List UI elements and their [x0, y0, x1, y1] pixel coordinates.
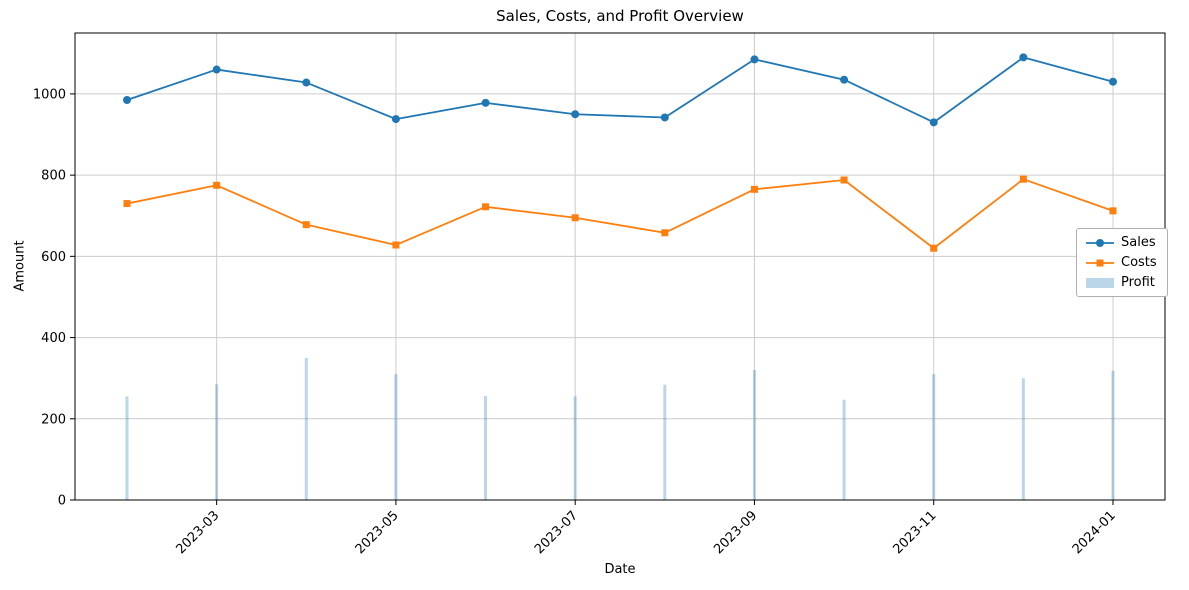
- marker-costs: [840, 176, 848, 184]
- chart-title: Sales, Costs, and Profit Overview: [496, 7, 744, 25]
- marker-sales: [123, 96, 131, 105]
- y-axis-label: Amount: [12, 240, 28, 292]
- legend-label: Costs: [1121, 255, 1157, 270]
- bar-profit: [1111, 370, 1115, 500]
- axes-frame: [74, 32, 1166, 501]
- y-tick-label: 600: [41, 250, 66, 265]
- bar-profit: [932, 374, 936, 500]
- marker-costs: [571, 214, 579, 222]
- marker-costs: [302, 221, 310, 229]
- marker-costs: [392, 241, 400, 249]
- x-tick-label: 2024-01: [1070, 508, 1119, 557]
- marker-sales: [571, 110, 580, 119]
- x-tick-label: 2023-05: [353, 508, 402, 557]
- legend-item-sales: Sales: [1085, 235, 1157, 250]
- marker-costs: [123, 200, 131, 208]
- x-tick-label: 2023-09: [711, 508, 760, 557]
- bar-profit: [394, 374, 398, 500]
- marker-costs: [1019, 175, 1027, 183]
- marker-costs: [213, 181, 221, 189]
- marker-sales: [481, 98, 490, 107]
- marker-costs: [750, 185, 758, 193]
- y-tick-label: 0: [58, 494, 66, 509]
- y-tick-label: 200: [41, 412, 66, 427]
- marker-sales: [1109, 77, 1117, 86]
- legend-patch-icon: [1085, 276, 1115, 290]
- x-axis-label: Date: [604, 562, 636, 577]
- marker-sales: [302, 78, 311, 87]
- bar-profit: [484, 396, 488, 500]
- marker-sales: [660, 113, 669, 122]
- marker-costs: [930, 244, 938, 252]
- legend: Sales Costs Profit: [1076, 228, 1168, 297]
- marker-sales: [750, 55, 759, 64]
- legend-label: Sales: [1121, 235, 1156, 250]
- line-sales: [126, 56, 1114, 124]
- bar-profit: [752, 370, 756, 500]
- x-tick-label: 2023-11: [891, 508, 940, 557]
- marker-sales: [929, 118, 938, 127]
- bar-profit: [125, 396, 129, 500]
- marker-sales: [840, 75, 849, 84]
- x-tick-label: 2023-07: [532, 508, 581, 557]
- marker-sales: [391, 115, 400, 124]
- marker-costs: [661, 229, 669, 237]
- x-tick-label: 2023-03: [173, 508, 222, 557]
- marker-costs: [482, 203, 490, 211]
- bar-profit: [304, 357, 308, 500]
- bar-profit: [215, 384, 219, 500]
- marker-sales: [212, 65, 221, 74]
- y-tick-label: 400: [41, 331, 66, 346]
- legend-square-marker-icon: [1085, 256, 1115, 270]
- line-costs: [126, 178, 1114, 250]
- marker-sales: [1019, 53, 1028, 62]
- marker-costs: [1109, 207, 1117, 215]
- bar-profit: [1021, 378, 1025, 500]
- legend-circle-marker-icon: [1085, 236, 1115, 250]
- legend-item-profit: Profit: [1085, 275, 1157, 290]
- bar-profit: [663, 384, 667, 500]
- legend-item-costs: Costs: [1085, 255, 1157, 270]
- y-tick-label: 800: [41, 169, 66, 184]
- legend-label: Profit: [1121, 275, 1155, 290]
- bar-profit: [842, 399, 846, 500]
- y-tick-label: 1000: [33, 87, 66, 102]
- bar-profit: [573, 396, 577, 500]
